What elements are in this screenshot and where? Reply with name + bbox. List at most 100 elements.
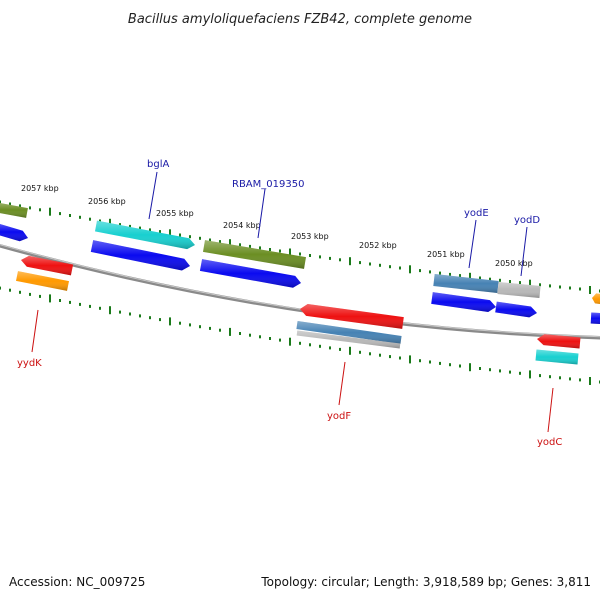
gene-label-yodF[interactable]: yodF — [327, 411, 351, 422]
gene-label-RBAM_019350[interactable]: RBAM_019350 — [232, 179, 304, 190]
outer-minor-tick — [249, 244, 251, 248]
inner-minor-tick — [209, 326, 211, 330]
kbp-tick-labels: 2057 kbp 2056 kbp 2055 kbp 2054 kbp 2053… — [21, 184, 533, 268]
outer-minor-tick — [239, 243, 241, 247]
outer-minor-tick — [449, 272, 451, 276]
inner-minor-tick — [559, 376, 561, 380]
olive-gene-left-shading — [0, 203, 28, 218]
inner-minor-tick — [399, 356, 401, 360]
inner-major-tick — [109, 306, 111, 315]
inner-minor-tick — [439, 361, 441, 365]
inner-minor-tick — [319, 344, 321, 348]
accession-text: Accession: NC_009725 — [9, 575, 145, 589]
cyan-yodC-cds-shading — [535, 349, 579, 365]
inner-minor-tick — [9, 288, 11, 292]
outer-minor-tick — [199, 236, 201, 240]
outer-major-tick — [529, 279, 531, 288]
cyan-bglA-gene-shading — [95, 220, 195, 250]
inner-minor-tick — [579, 378, 581, 382]
outer-minor-tick — [9, 202, 11, 206]
inner-major-tick — [289, 337, 291, 346]
inner-minor-tick — [59, 299, 61, 302]
gene-label-yodE[interactable]: yodE — [464, 208, 489, 219]
red-yodF-gene-shading — [300, 304, 404, 329]
blue-yodE-cds-shading — [431, 292, 496, 312]
outer-minor-tick — [579, 287, 581, 291]
outer-major-tick — [49, 207, 51, 216]
red-yydK-gene-shading — [21, 255, 74, 276]
outer-minor-tick — [179, 233, 181, 237]
kbp-label-2051: 2051 kbp — [427, 250, 465, 259]
outer-minor-tick — [559, 285, 561, 289]
red-yodC-gene-shading — [537, 334, 581, 349]
outer-minor-tick — [129, 224, 131, 228]
topology-text: Topology: circular; Length: 3,918,589 bp… — [260, 575, 591, 589]
outer-minor-tick — [69, 214, 71, 217]
inner-minor-tick — [519, 371, 521, 375]
inner-minor-tick — [309, 343, 311, 347]
gene-label-yodC[interactable]: yodC — [537, 437, 562, 448]
kbp-label-2057: 2057 kbp — [21, 184, 59, 193]
outer-minor-tick — [79, 215, 81, 219]
inner-minor-tick — [429, 360, 431, 364]
outer-minor-tick — [139, 226, 141, 230]
inner-minor-tick — [259, 335, 261, 339]
outer-minor-tick — [539, 283, 541, 287]
inner-major-tick — [469, 363, 471, 372]
outer-minor-tick — [429, 270, 431, 274]
outer-major-tick — [169, 229, 171, 238]
outer-minor-tick — [379, 263, 381, 267]
genome-backbone — [0, 243, 600, 340]
outer-minor-tick — [149, 228, 151, 232]
inner-minor-tick — [149, 316, 151, 320]
inner-minor-tick — [249, 333, 251, 337]
outer-minor-tick — [499, 278, 501, 282]
inner-minor-tick — [159, 318, 161, 322]
inner-minor-tick — [239, 332, 241, 335]
gray-yodF-cds-shading — [296, 330, 401, 349]
outer-tick-track — [0, 200, 600, 294]
inner-minor-tick — [69, 300, 71, 304]
outer-minor-tick — [519, 281, 521, 285]
kbp-label-2052: 2052 kbp — [359, 241, 397, 250]
outer-major-tick — [589, 286, 591, 294]
outer-minor-tick — [209, 238, 211, 242]
gene-label-yodD[interactable]: yodD — [514, 215, 540, 226]
gene-label-leaders — [31, 171, 554, 433]
gene-label-bglA[interactable]: bglA — [147, 159, 169, 170]
kbp-label-2056: 2056 kbp — [88, 197, 126, 206]
steel-yodF-cds-shading — [296, 321, 402, 344]
inner-minor-tick — [219, 328, 221, 332]
outer-minor-tick — [299, 252, 301, 256]
inner-minor-tick — [0, 286, 1, 290]
blue-right-cds-shading — [590, 312, 600, 324]
inner-minor-tick — [19, 290, 21, 294]
blue-gene-left-shading — [0, 223, 28, 242]
inner-minor-tick — [459, 364, 461, 368]
blue-yodD-cds-shading — [495, 301, 537, 318]
feature-blocks — [0, 203, 600, 365]
outer-minor-tick — [339, 258, 341, 262]
outer-minor-tick — [549, 284, 551, 288]
inner-minor-tick — [329, 346, 331, 350]
kbp-label-2050: 2050 kbp — [495, 259, 533, 268]
olive-RBAM-gene-shading — [203, 240, 306, 269]
gene-label-yydK[interactable]: yydK — [17, 358, 42, 369]
inner-major-tick — [589, 377, 591, 385]
inner-minor-tick — [449, 363, 451, 367]
inner-minor-tick — [359, 350, 361, 354]
inner-minor-tick — [139, 314, 141, 318]
outer-minor-tick — [569, 286, 571, 290]
inner-minor-tick — [339, 347, 341, 351]
outer-minor-tick — [29, 206, 31, 210]
outer-minor-tick — [269, 248, 271, 251]
inner-minor-tick — [79, 302, 81, 306]
kbp-label-2055: 2055 kbp — [156, 209, 194, 218]
inner-minor-tick — [39, 294, 41, 298]
inner-minor-tick — [129, 312, 131, 316]
outer-major-tick — [229, 239, 231, 248]
outer-major-tick — [349, 257, 351, 266]
gray-yodD-part-shading — [497, 282, 541, 298]
blue-RBAM-cds-shading — [199, 259, 301, 288]
outer-major-tick — [469, 272, 471, 281]
